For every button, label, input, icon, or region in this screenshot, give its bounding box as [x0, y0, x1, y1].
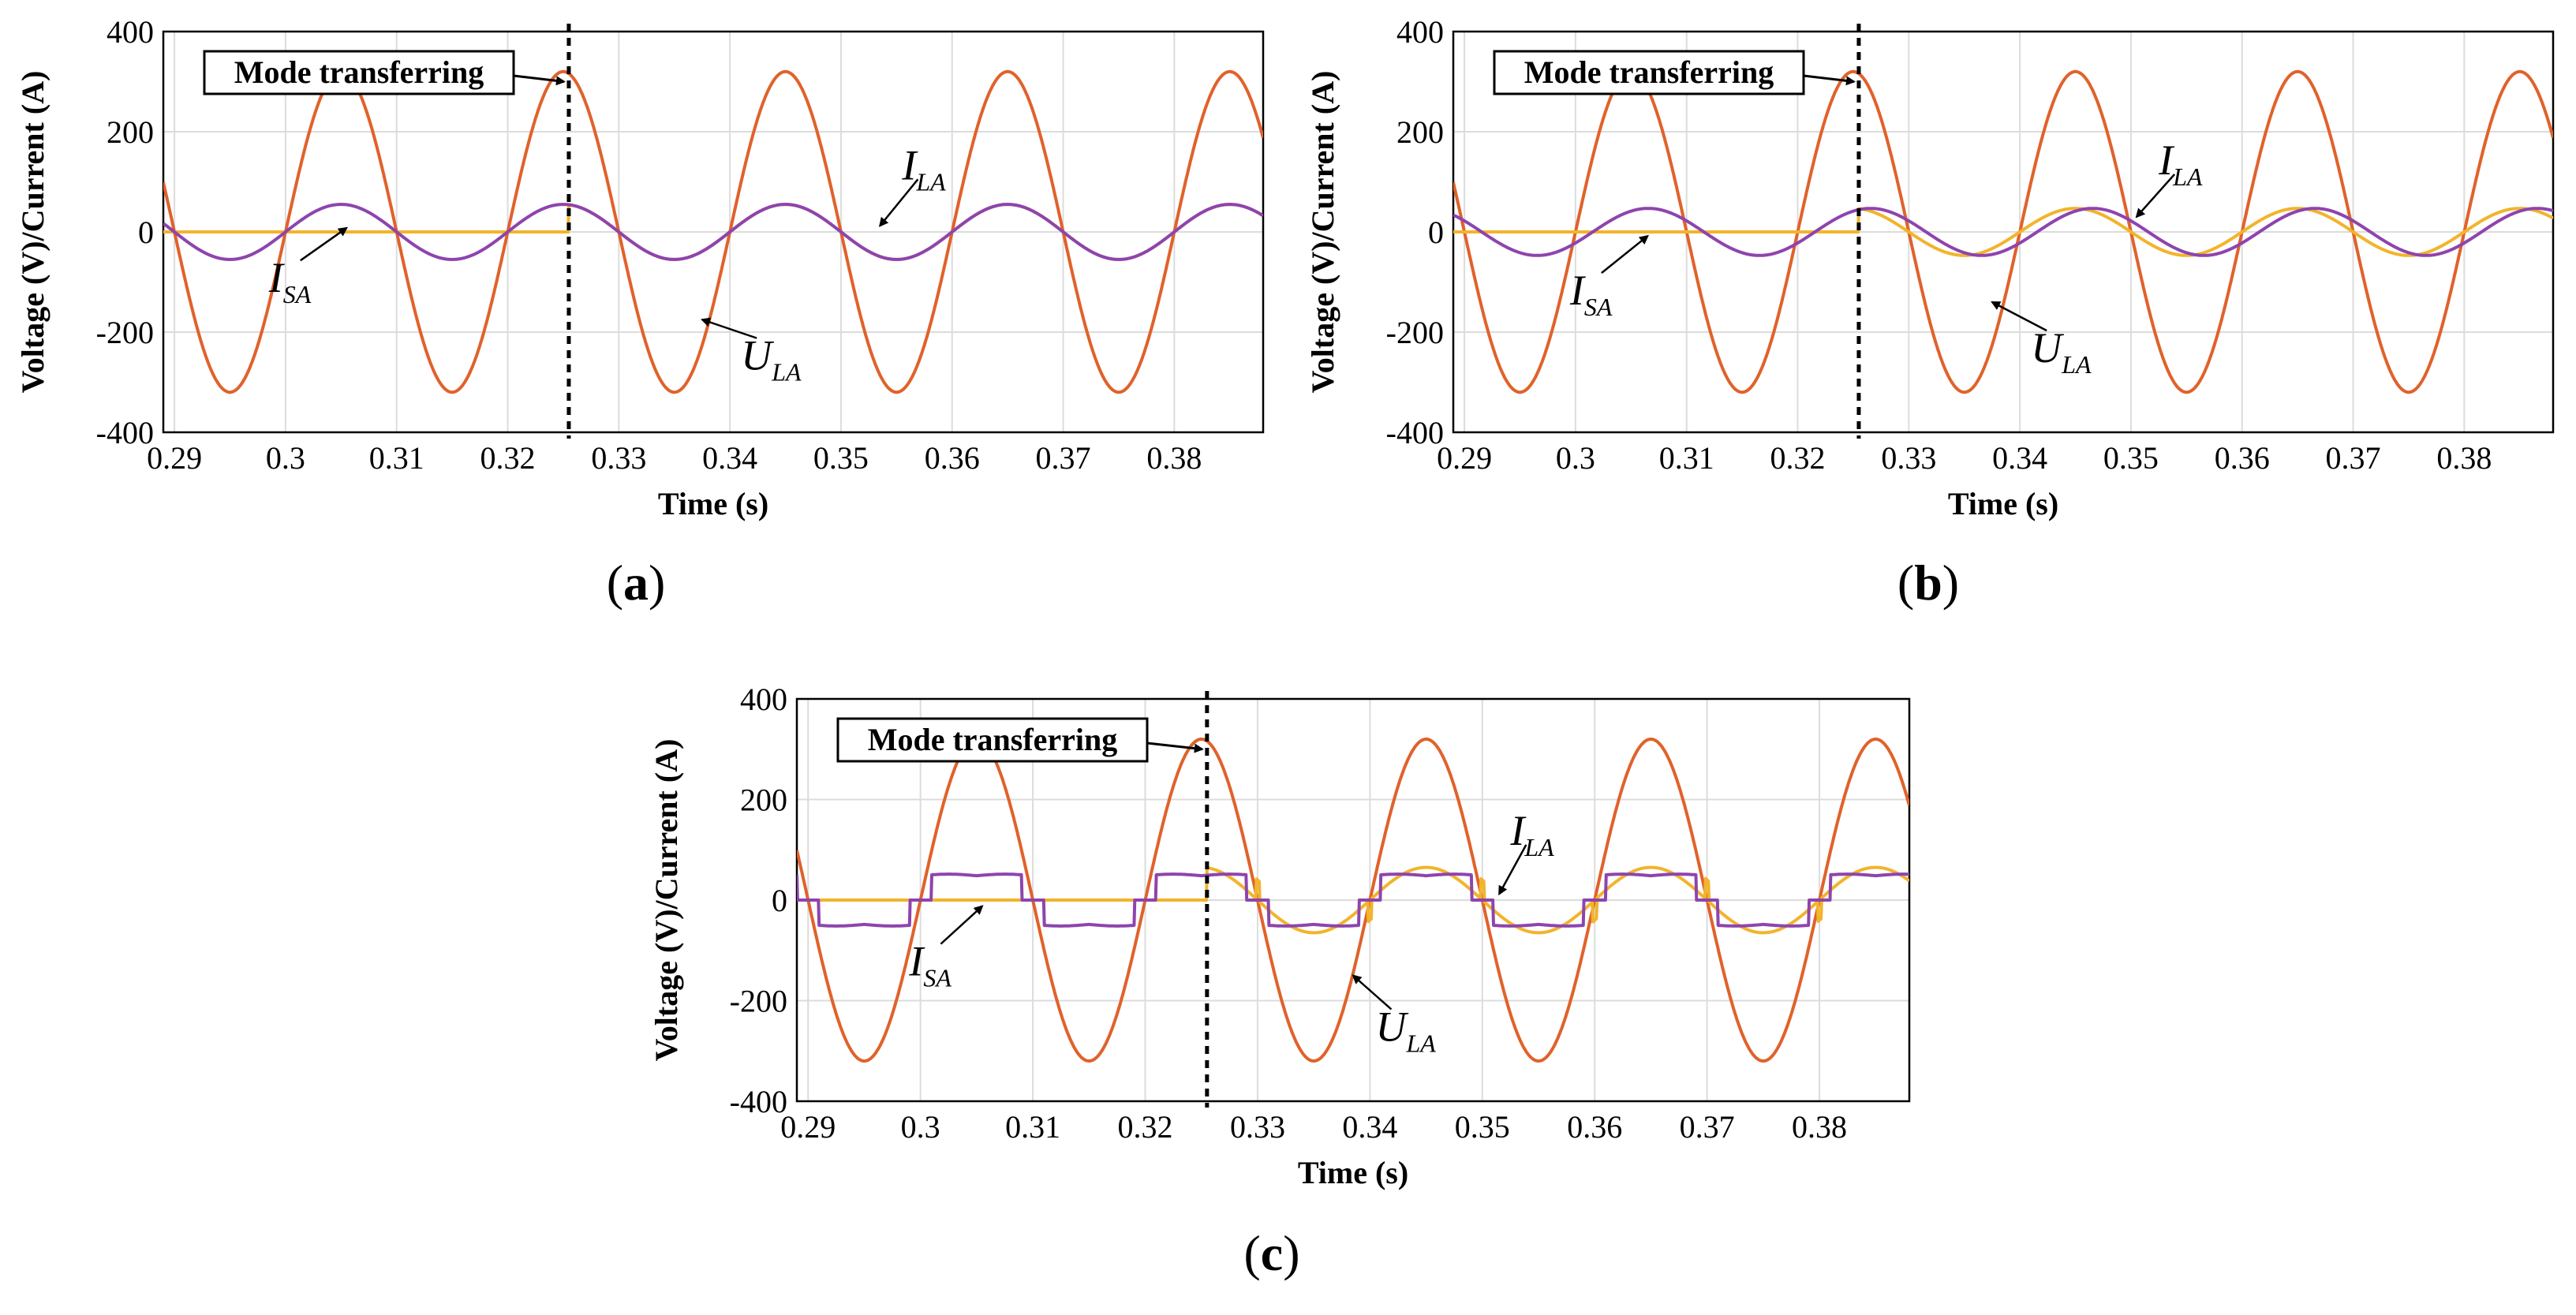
x-tick-label: 0.29 — [147, 440, 202, 476]
y-axis-label: Voltage (V)/Current (A) — [15, 71, 50, 394]
y-tick-label: -400 — [96, 415, 154, 450]
annotation-arrow — [1146, 742, 1204, 753]
series-label-i-sa: ISA — [1569, 267, 1613, 321]
x-tick-label: 0.35 — [2103, 440, 2159, 476]
x-tick-label: 0.31 — [369, 440, 424, 476]
series-label-i-la: ILA — [901, 141, 946, 196]
panel-c: 0.29 0.3 0.31 0.32 0.33 0.34 0.35 0.36 0.37 0.38 -… — [649, 682, 1911, 1281]
x-axis-label: Time (s) — [1298, 1155, 1408, 1190]
x-tick-label: 0.33 — [1230, 1109, 1285, 1145]
label-arrow-i-sa — [300, 226, 348, 262]
x-tick-label: 0.37 — [1680, 1109, 1735, 1145]
panel-caption: (a) — [607, 555, 666, 611]
y-tick-label: 0 — [138, 215, 154, 250]
x-tick-label: 0.38 — [1146, 440, 1202, 476]
annotation-mode-transferring: Mode transferring — [868, 722, 1118, 757]
y-tick-label: -200 — [730, 984, 787, 1019]
label-arrow-u-la — [1991, 301, 2047, 332]
y-axis-label: Voltage (V)/Current (A) — [1305, 71, 1340, 394]
x-tick-label: 0.32 — [1770, 440, 1826, 476]
x-axis-label: Time (s) — [1948, 486, 2058, 521]
x-tick-label: 0.33 — [1881, 440, 1936, 476]
x-tick-label: 0.32 — [1118, 1109, 1173, 1145]
x-tick-label: 0.37 — [1036, 440, 1091, 476]
series-label-i-la: ILA — [2158, 136, 2203, 191]
series-label-i-la: ILA — [1509, 807, 1554, 861]
series-label-i-sa: ISA — [268, 254, 312, 308]
annotation-mode-transferring: Mode transferring — [1524, 54, 1774, 90]
annotation-arrow — [513, 74, 566, 86]
x-tick-label: 0.29 — [1437, 440, 1492, 476]
x-tick-label: 0.33 — [591, 440, 646, 476]
series-i-la — [797, 865, 1909, 935]
label-arrow-i-la — [1498, 844, 1527, 896]
y-tick-label: 200 — [107, 114, 154, 150]
panel-caption: (c) — [1243, 1225, 1299, 1281]
y-axis-label: Voltage (V)/Current (A) — [649, 739, 684, 1062]
series-label-u-la: ULA — [1375, 1003, 1436, 1058]
annotation-box — [1493, 50, 1805, 95]
x-tick-label: 0.35 — [1455, 1109, 1510, 1145]
y-tick-label: 200 — [740, 783, 787, 818]
series-i-la — [1453, 207, 2553, 257]
label-arrow-u-la — [701, 317, 757, 339]
series-label-u-la: ULA — [741, 332, 802, 387]
x-tick-label: 0.34 — [1342, 1109, 1397, 1145]
y-tick-label: -400 — [730, 1084, 787, 1119]
x-tick-label: 0.38 — [2436, 440, 2492, 476]
annotation-arrow — [1803, 74, 1856, 86]
series-label-i-sa: ISA — [908, 938, 952, 992]
panel-a: 0.29 0.3 0.31 0.32 0.33 0.34 0.35 0.36 0.37 0.38 -… — [15, 14, 1265, 611]
x-tick-label: 0.32 — [480, 440, 536, 476]
annotation-box — [836, 717, 1149, 763]
label-arrow-i-la — [2135, 174, 2176, 219]
label-arrow-i-sa — [1601, 234, 1649, 275]
label-arrow-i-sa — [940, 905, 984, 945]
x-tick-label: 0.3 — [266, 440, 305, 476]
series-i-sa — [1453, 207, 2553, 257]
y-tick-label: -200 — [96, 315, 154, 350]
x-tick-label: 0.35 — [813, 440, 869, 476]
x-tick-label: 0.34 — [1992, 440, 2047, 476]
x-tick-label: 0.36 — [925, 440, 980, 476]
x-tick-label: 0.29 — [780, 1109, 836, 1145]
x-tick-label: 0.37 — [2326, 440, 2381, 476]
x-tick-label: 0.36 — [1567, 1109, 1622, 1145]
y-tick-label: 400 — [740, 682, 787, 717]
y-tick-label: 200 — [1396, 114, 1444, 150]
x-tick-label: 0.31 — [1659, 440, 1714, 476]
panel-b: 0.29 0.3 0.31 0.32 0.33 0.34 0.35 0.36 0.37 0.38 -… — [1305, 14, 2555, 611]
series-i-sa — [163, 203, 1263, 261]
annotation-mode-transferring: Mode transferring — [234, 54, 484, 90]
y-tick-label: 0 — [1428, 215, 1444, 250]
annotation-box — [203, 50, 515, 95]
label-arrow-i-la — [878, 178, 919, 227]
series-label-u-la: ULA — [2031, 324, 2092, 379]
x-tick-label: 0.34 — [702, 440, 757, 476]
x-tick-label: 0.38 — [1792, 1109, 1847, 1145]
panel-caption: (b) — [1897, 555, 1959, 611]
x-tick-label: 0.3 — [1556, 440, 1595, 476]
y-tick-label: -200 — [1386, 315, 1444, 350]
y-tick-label: 400 — [1396, 14, 1444, 50]
x-axis-label: Time (s) — [658, 486, 768, 521]
series-i-sa — [797, 872, 1909, 928]
y-tick-label: -400 — [1386, 415, 1444, 450]
label-arrow-u-la — [1352, 974, 1393, 1011]
x-tick-label: 0.36 — [2215, 440, 2270, 476]
y-tick-label: 0 — [772, 883, 787, 918]
x-tick-label: 0.3 — [901, 1109, 940, 1145]
x-tick-label: 0.31 — [1005, 1109, 1060, 1145]
y-tick-label: 400 — [107, 14, 154, 50]
